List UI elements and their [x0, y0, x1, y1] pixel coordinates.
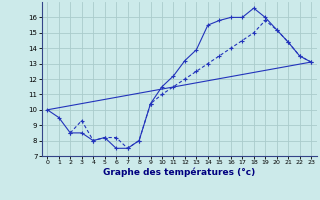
X-axis label: Graphe des températures (°c): Graphe des températures (°c) — [103, 168, 255, 177]
